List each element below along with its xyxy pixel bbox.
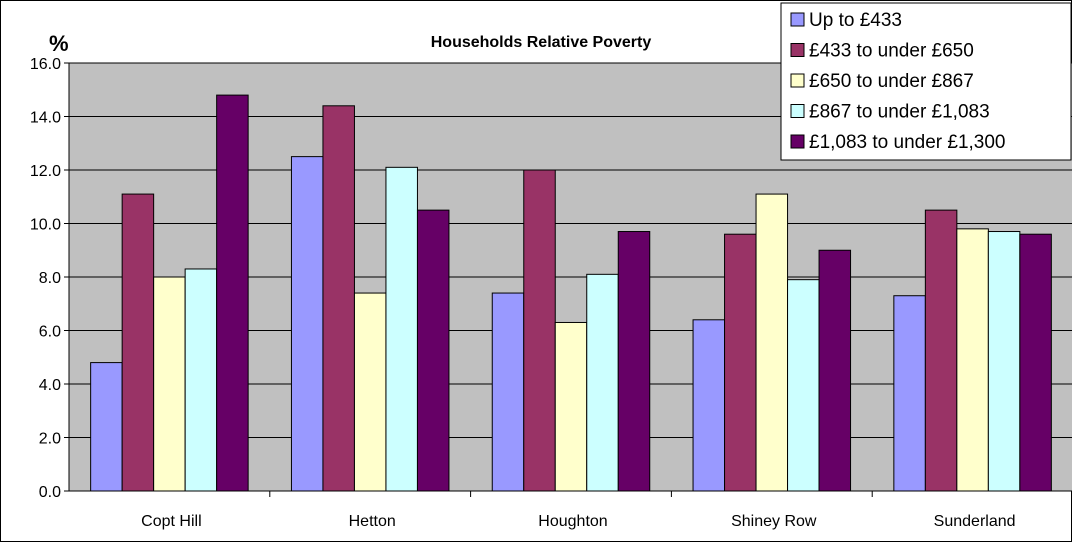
legend-swatch — [790, 104, 805, 118]
bar — [216, 94, 249, 492]
y-tick-label: 10.0 — [30, 217, 61, 234]
y-tick-label: 14.0 — [30, 110, 61, 127]
y-tick-label: 4.0 — [39, 377, 61, 394]
bar — [184, 268, 218, 492]
legend-entry: £867 to under £1,083 — [809, 102, 990, 123]
bar — [523, 169, 556, 492]
bar — [121, 193, 155, 492]
bar — [692, 319, 726, 492]
bar — [724, 233, 757, 492]
y-tick-label: 2.0 — [39, 431, 61, 448]
bar — [787, 279, 820, 492]
x-tick-label: Houghton — [538, 513, 607, 530]
x-tick-label: Shiney Row — [731, 513, 817, 530]
legend-box — [780, 2, 1072, 161]
bar — [956, 228, 989, 492]
bar — [987, 231, 1021, 492]
x-tick-label: Hetton — [349, 513, 396, 530]
legend-entry: Up to £433 — [809, 10, 902, 31]
legend-swatch — [790, 73, 805, 88]
chart-title: Households Relative Poverty — [431, 34, 652, 51]
bar — [554, 321, 588, 492]
bar — [755, 193, 789, 492]
bar — [353, 292, 387, 492]
bar — [491, 292, 525, 492]
bar — [385, 166, 418, 492]
legend-swatch — [790, 134, 805, 149]
legend: Up to £433 £433 to under £650 £650 to unde… — [780, 2, 1072, 161]
x-tick-label: Copt Hill — [141, 513, 201, 530]
bars — [90, 94, 1052, 492]
bar — [322, 105, 355, 492]
bar — [416, 209, 450, 492]
x-tick-label: Sunderland — [934, 513, 1016, 530]
y-tick-label: 8.0 — [39, 270, 61, 287]
legend-entry: £1,083 to under £1,300 — [809, 132, 1006, 153]
y-tick-label: 0.0 — [39, 484, 61, 501]
legend-swatch — [790, 43, 805, 57]
bar — [893, 295, 926, 492]
bar — [818, 249, 852, 492]
y-axis-unit-label: % — [49, 31, 69, 56]
bar — [924, 209, 958, 492]
bar — [1019, 233, 1052, 492]
legend-entry: £433 to under £650 — [809, 41, 974, 62]
y-tick-label: 6.0 — [39, 324, 61, 341]
bar — [290, 156, 324, 492]
legend-swatch — [790, 12, 805, 27]
bar — [586, 273, 619, 492]
bar — [90, 362, 123, 492]
bar — [153, 276, 186, 492]
legend-entry: £650 to under £867 — [809, 71, 974, 92]
bar — [617, 231, 651, 492]
axes: 0.0 2.0 4.0 6.0 8.0 10.0 12.0 14.0 16.0 Copt Hill… — [30, 56, 1072, 530]
y-tick-label: 12.0 — [30, 163, 61, 180]
y-tick-label: 16.0 — [30, 56, 61, 73]
